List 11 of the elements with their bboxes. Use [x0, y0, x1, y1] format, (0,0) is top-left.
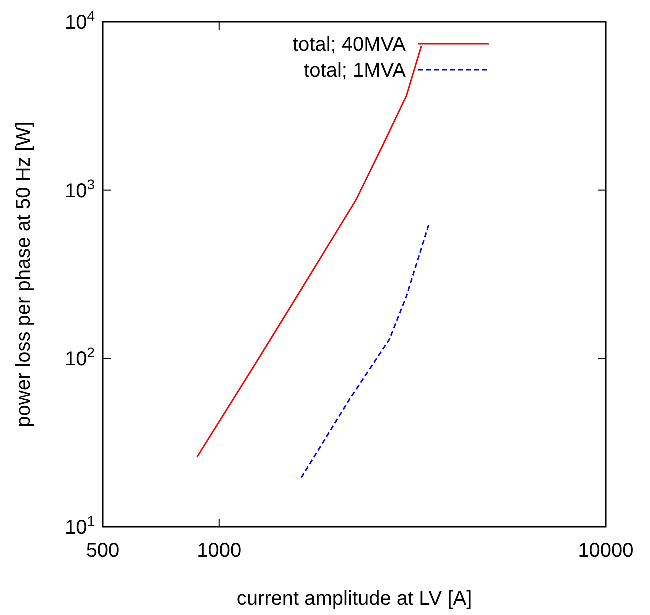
y-tick-label: 10$^{3}$: [64, 176, 96, 202]
x-axis-title: current amplitude at LV [A]: [236, 588, 472, 610]
y-tick-label: 10$^{4}$: [64, 8, 96, 34]
x-tick-label: 1000: [197, 540, 242, 562]
legend-label: total; 1MVA: [304, 60, 407, 82]
y-tick-label: 10$^{2}$: [64, 344, 96, 371]
x-tick-label: 10000: [578, 540, 634, 562]
legend-label: total; 40MVA: [292, 34, 407, 56]
y-tick-label: 10$^{1}$: [64, 513, 96, 539]
y-axis-title: power loss per phase at 50 Hz [W]: [13, 122, 35, 428]
x-tick-label: 500: [86, 540, 120, 562]
